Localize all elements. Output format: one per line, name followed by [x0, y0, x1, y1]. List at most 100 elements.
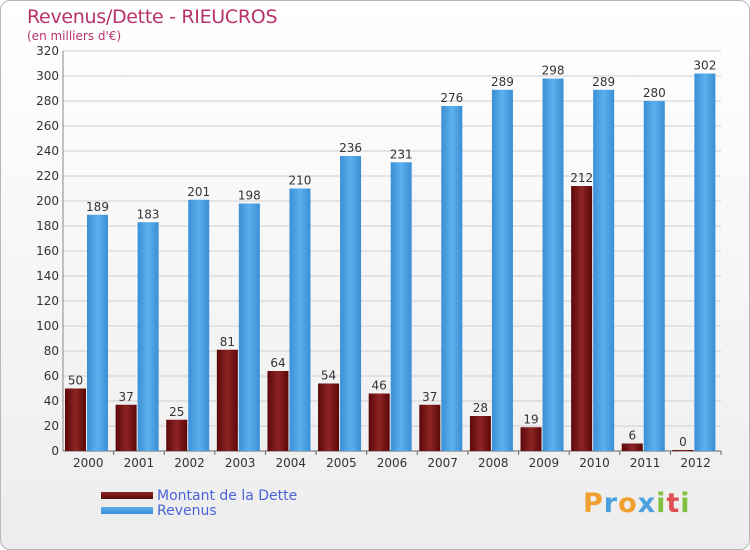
y-tick-label: 40 — [44, 394, 59, 408]
data-label-debt: 46 — [372, 379, 387, 393]
logo-letter: x — [637, 488, 657, 519]
y-tick-label: 20 — [44, 419, 59, 433]
data-label-revenus: 280 — [643, 86, 666, 100]
bar-debt-2001 — [115, 404, 137, 451]
bar-debt-2005 — [318, 383, 340, 451]
logo-letter: P — [583, 488, 604, 519]
data-label-revenus: 289 — [491, 75, 514, 89]
bar-debt-2004 — [267, 371, 289, 451]
data-label-revenus: 198 — [238, 189, 261, 203]
y-tick-label: 320 — [36, 44, 59, 58]
data-label-debt: 50 — [68, 374, 83, 388]
data-label-debt: 19 — [523, 412, 538, 426]
x-tick-label: 2001 — [124, 456, 155, 470]
data-label-debt: 37 — [422, 390, 437, 404]
bar-revenus-2008 — [491, 89, 513, 451]
bar-revenus-2007 — [441, 106, 463, 451]
data-label-revenus: 236 — [339, 141, 362, 155]
y-tick-label: 240 — [36, 144, 59, 158]
y-tick-label: 100 — [36, 319, 59, 333]
data-label-debt: 64 — [270, 356, 285, 370]
bar-debt-2011 — [621, 443, 643, 451]
x-tick-label: 2000 — [73, 456, 104, 470]
x-tick-label: 2009 — [529, 456, 560, 470]
bar-revenus-2006 — [390, 162, 412, 451]
data-label-revenus: 183 — [137, 207, 160, 221]
data-label-debt: 81 — [220, 335, 235, 349]
chart-title: Revenus/Dette - RIEUCROS — [27, 6, 278, 28]
bar-debt-2007 — [419, 404, 441, 451]
x-tick-label: 2004 — [275, 456, 306, 470]
bar-revenus-2004 — [289, 188, 311, 451]
logo-letter: t — [666, 488, 681, 519]
legend: Montant de la Dette Revenus — [101, 487, 298, 519]
bar-debt-2008 — [469, 416, 491, 451]
data-label-revenus: 231 — [390, 147, 413, 161]
bar-debt-2010 — [571, 186, 593, 451]
bar-revenus-2011 — [643, 101, 665, 451]
bar-revenus-2012 — [694, 73, 716, 451]
y-tick-label: 120 — [36, 294, 59, 308]
data-label-revenus: 289 — [592, 75, 615, 89]
proxiti-logo: Proxiti — [583, 488, 691, 519]
logo-letter: i — [680, 488, 691, 519]
data-label-debt: 212 — [570, 171, 593, 185]
y-tick-label: 200 — [36, 194, 59, 208]
data-label-revenus: 302 — [693, 59, 716, 73]
x-tick-label: 2011 — [630, 456, 661, 470]
bar-revenus-2002 — [188, 199, 210, 451]
bar-revenus-2010 — [593, 89, 615, 451]
data-label-debt: 37 — [118, 390, 133, 404]
legend-label-revenus: Revenus — [157, 502, 217, 519]
x-tick-label: 2005 — [326, 456, 357, 470]
data-label-revenus: 201 — [187, 185, 210, 199]
x-tick-label: 2006 — [377, 456, 408, 470]
x-tick-label: 2002 — [174, 456, 205, 470]
x-tick-label: 2010 — [579, 456, 610, 470]
bar-debt-2009 — [520, 427, 542, 451]
y-tick-label: 160 — [36, 244, 59, 258]
y-tick-label: 0 — [51, 444, 59, 458]
x-tick-label: 2012 — [680, 456, 711, 470]
logo-letter: r — [603, 488, 619, 519]
x-tick-label: 2008 — [478, 456, 509, 470]
bar-revenus-2000 — [87, 214, 108, 451]
y-tick-label: 180 — [36, 219, 59, 233]
data-label-debt: 0 — [679, 435, 687, 449]
x-tick-label: 2007 — [427, 456, 458, 470]
chart-subtitle: (en milliers d'€) — [27, 29, 122, 43]
y-tick-label: 80 — [44, 344, 59, 358]
y-tick-label: 280 — [36, 94, 59, 108]
x-tick-label: 2003 — [225, 456, 256, 470]
data-label-revenus: 298 — [542, 64, 565, 78]
data-label-revenus: 189 — [86, 200, 109, 214]
y-tick-label: 140 — [36, 269, 59, 283]
bar-revenus-2003 — [238, 203, 260, 451]
bar-revenus-2009 — [542, 78, 564, 451]
bar-debt-2002 — [166, 419, 188, 451]
data-label-revenus: 276 — [440, 91, 463, 105]
bar-debt-2006 — [368, 393, 390, 451]
bar-debt-2012 — [672, 450, 694, 451]
data-label-revenus: 210 — [289, 174, 312, 188]
legend-item-debt: Montant de la Dette — [101, 487, 298, 504]
legend-swatch-revenus — [101, 507, 153, 514]
data-label-debt: 54 — [321, 369, 336, 383]
legend-label-debt: Montant de la Dette — [157, 487, 298, 504]
y-tick-label: 60 — [44, 369, 59, 383]
y-tick-label: 260 — [36, 119, 59, 133]
y-tick-label: 220 — [36, 169, 59, 183]
bar-revenus-2005 — [340, 156, 362, 451]
legend-item-revenus: Revenus — [101, 502, 297, 519]
logo-letter: o — [618, 488, 638, 519]
bar-debt-2003 — [216, 349, 238, 451]
y-tick-label: 300 — [36, 69, 59, 83]
data-label-debt: 28 — [473, 401, 488, 415]
legend-swatch-debt — [101, 492, 153, 499]
data-label-debt: 25 — [169, 405, 184, 419]
data-label-debt: 6 — [628, 429, 636, 443]
bar-revenus-2001 — [137, 222, 159, 451]
bar-debt-2000 — [65, 388, 86, 451]
